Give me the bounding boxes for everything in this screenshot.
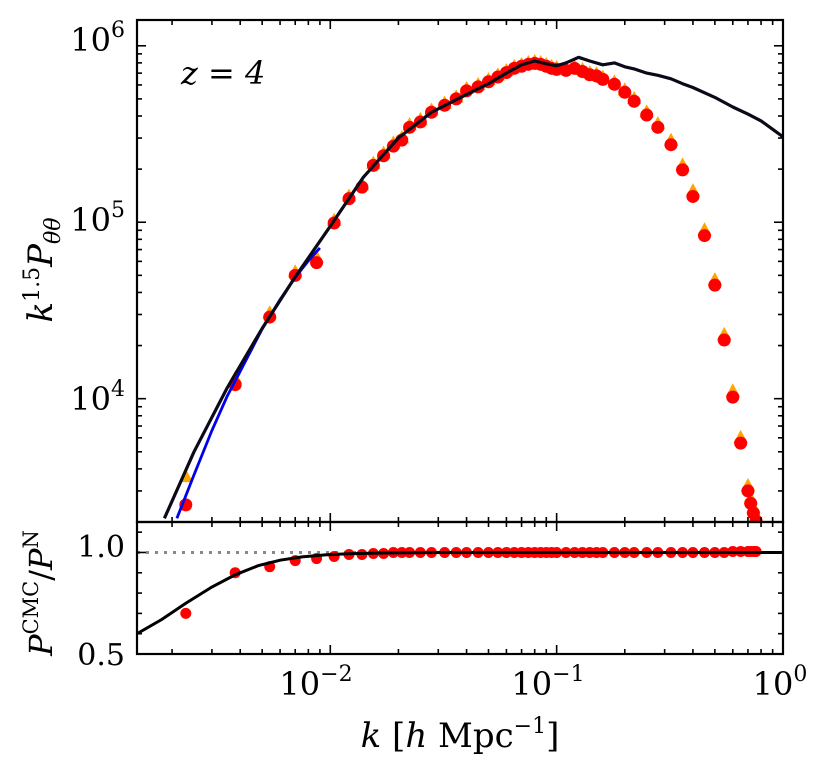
xlabel: k [h Mpc−1] [361, 714, 560, 756]
ytick-label-1p0: 1.0 [77, 530, 125, 565]
xtick-label-1e-1: 10−1 [511, 662, 584, 703]
ytick-label-1e4: 104 [70, 377, 125, 418]
ratio-black-line [137, 551, 783, 636]
red-data-point [734, 436, 748, 450]
xtick-label-1e-2: 10−2 [279, 662, 352, 703]
red-data-point [651, 120, 665, 134]
red-data-point [708, 278, 722, 292]
top-panel-data [162, 53, 783, 522]
xtick-label-1e0: 100 [753, 662, 808, 703]
ytick-label-0p5: 0.5 [77, 638, 125, 673]
bottom-panel-ticks [137, 522, 784, 655]
red-data-point [749, 514, 763, 522]
black-line-series [162, 55, 783, 519]
red-data-point [726, 390, 740, 404]
bottom-panel-data [137, 545, 783, 636]
ytick-label-1e5: 105 [70, 198, 125, 239]
red-data-point [698, 229, 712, 243]
red-data-point [607, 77, 621, 91]
blue-line-series [175, 246, 321, 519]
bottom-ytick-labels: 1.0 0.5 [77, 530, 125, 673]
bottom-ylabel: PCMC/PN [19, 530, 60, 657]
top-ylabel: k1.5Pθθ [20, 218, 66, 323]
ratio-data-point [180, 607, 192, 619]
red-data-point [686, 189, 700, 203]
ratio-data-point [328, 551, 340, 563]
top-panel-ticks [137, 20, 784, 523]
red-data-point [627, 94, 641, 108]
ytick-label-1e6: 106 [70, 18, 125, 59]
top-panel: 106 105 104 k1.5Pθθ z = 4 [20, 18, 785, 524]
red-data-point [310, 256, 324, 270]
red-data-point [676, 163, 690, 177]
bottom-panel: 1.0 0.5 PCMC/PN 10−2 10−1 100 k [h Mpc−1… [19, 520, 807, 756]
top-ytick-labels: 106 105 104 [70, 18, 125, 418]
red-data-point [596, 72, 610, 86]
redshift-annotation: z = 4 [180, 54, 265, 92]
red-data-point [664, 138, 678, 152]
red-data-point [717, 333, 731, 347]
red-data-point [618, 85, 632, 99]
bottom-panel-frame [135, 520, 785, 656]
red-data-point [640, 108, 654, 122]
red-data-point [741, 484, 755, 498]
xtick-labels: 10−2 10−1 100 [279, 662, 807, 703]
